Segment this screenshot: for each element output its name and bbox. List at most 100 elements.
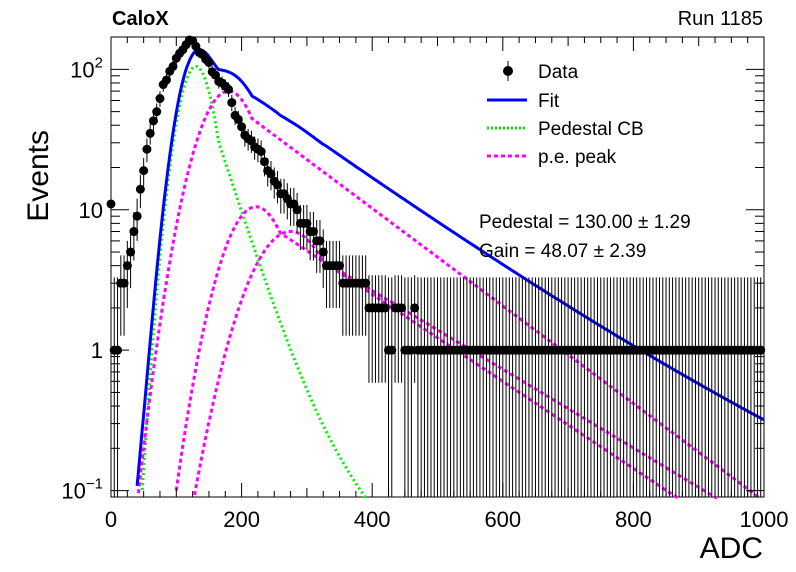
data-point: [162, 73, 172, 88]
data-point: [129, 211, 139, 261]
legend-label: Fit: [538, 91, 560, 112]
data-marker: [106, 199, 116, 209]
data-point: [145, 123, 155, 145]
axes: 0 200 400 600 800 1000 10−1 1 10 102: [61, 37, 788, 532]
pe-peak-curve-1: [136, 89, 762, 500]
legend-label: p.e. peak: [538, 147, 617, 168]
y-tick-label: 10: [79, 198, 103, 223]
data-marker: [132, 211, 142, 221]
data-marker: [119, 278, 129, 288]
legend-label: Pedestal CB: [538, 119, 644, 140]
x-tick-label: 1000: [740, 507, 789, 532]
x-tick-label: 800: [615, 507, 652, 532]
data-point: [273, 171, 283, 204]
data-point: [139, 158, 149, 187]
x-axis-title: ADC: [700, 532, 763, 565]
data-point: [148, 112, 158, 131]
legend-entry: Pedestal CB: [487, 119, 644, 140]
data-marker: [152, 107, 162, 117]
data-marker: [397, 303, 407, 313]
data-marker: [139, 166, 149, 176]
data-marker: [227, 98, 237, 108]
legend-label: Data: [538, 62, 579, 83]
y-axis-title: Events: [22, 130, 55, 222]
data-point: [155, 91, 165, 107]
data-point: [266, 161, 276, 191]
pe-peak-curve-2: [174, 205, 680, 501]
data-point: [168, 60, 178, 73]
x-tick-label: 400: [354, 507, 391, 532]
data-marker: [387, 345, 397, 355]
data-marker: [256, 146, 266, 156]
x-tick-label: 200: [223, 507, 260, 532]
data-marker: [259, 157, 269, 167]
data-marker: [410, 303, 420, 313]
data-point: [119, 255, 129, 336]
fit-result-text: Pedestal = 130.00 ± 1.29: [479, 212, 691, 233]
run-label: Run 1185: [678, 8, 763, 30]
data-marker: [361, 278, 371, 288]
y-tick-label: 102: [70, 54, 103, 82]
data-point: [361, 255, 371, 336]
data-point: [132, 198, 142, 241]
legend-marker: [503, 66, 513, 76]
data-marker: [142, 144, 152, 154]
data-point: [227, 95, 237, 112]
legend-entry: p.e. peak: [487, 147, 617, 168]
data-point: [315, 220, 325, 273]
data-marker: [162, 75, 172, 85]
data-point: [142, 138, 152, 163]
fit-result-text: Gain = 48.07 ± 2.39: [479, 241, 646, 262]
data-point: [308, 211, 318, 261]
data-point: [410, 275, 420, 383]
data-point: [135, 174, 145, 209]
data-point: [152, 103, 162, 121]
data-marker: [315, 236, 325, 246]
data-marker: [266, 169, 276, 179]
data-point: [318, 229, 328, 289]
data-point: [302, 204, 312, 250]
data-marker: [224, 84, 234, 94]
x-tick-label: 0: [105, 507, 117, 532]
data-marker: [292, 205, 302, 215]
data-point: [335, 240, 345, 308]
legend-entry: Data: [503, 61, 579, 83]
data-marker: [148, 116, 158, 126]
experiment-label: CaloX: [112, 8, 169, 30]
data-point: [406, 277, 416, 497]
data-point: [106, 187, 116, 226]
data-point: [380, 275, 390, 383]
data-marker: [122, 261, 132, 271]
data-marker: [273, 180, 283, 190]
data-marker: [237, 122, 247, 132]
y-tick-label: 1: [91, 338, 103, 363]
data-marker: [129, 227, 139, 237]
data-point: [204, 56, 214, 69]
data-point: [387, 277, 397, 497]
data-point: [126, 229, 136, 289]
pe-peak-curve-3: [193, 230, 718, 500]
data-marker: [145, 128, 155, 138]
pedestal-cb-curve: [140, 64, 367, 499]
data-marker: [155, 94, 165, 104]
data-marker: [318, 247, 328, 257]
data-marker: [308, 227, 318, 237]
data-point: [224, 82, 234, 98]
data-marker: [302, 218, 312, 228]
data-marker: [335, 261, 345, 271]
data-marker: [126, 247, 136, 257]
data-marker: [380, 303, 390, 313]
data-marker: [135, 184, 145, 194]
legend-entry: Fit: [487, 91, 560, 112]
data-marker: [204, 57, 214, 67]
fit-results: Pedestal = 130.00 ± 1.29 Gain = 48.07 ± 2…: [479, 212, 691, 262]
y-tick-label: 10−1: [61, 476, 103, 504]
data-marker: [406, 345, 416, 355]
data-marker: [168, 61, 178, 71]
data-marker: [233, 114, 243, 124]
x-tick-label: 600: [484, 507, 521, 532]
data-point: [397, 275, 407, 383]
data-points: [106, 35, 766, 497]
legend: Data Fit Pedestal CB p.e. peak: [487, 61, 644, 168]
